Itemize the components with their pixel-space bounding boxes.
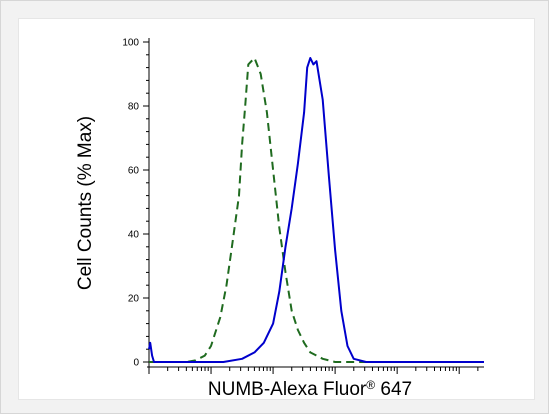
y-tick-label: 60 xyxy=(128,166,140,177)
y-tick-label: 80 xyxy=(128,102,140,113)
y-tick-label: 40 xyxy=(128,230,140,241)
y-tick-label: 100 xyxy=(122,38,139,49)
x-axis-label-sup: ® xyxy=(366,378,375,392)
x-axis-label-tail: 647 xyxy=(375,379,412,400)
series-line-dashed xyxy=(149,57,484,363)
chart-panel xyxy=(18,18,535,400)
series-group xyxy=(148,57,484,363)
x-ticks xyxy=(148,367,479,374)
series-line-solid xyxy=(148,57,484,363)
x-axis-label: NUMB-Alexa Fluor® 647 xyxy=(208,378,412,400)
x-axis-label-main: NUMB-Alexa Fluor xyxy=(208,379,367,400)
y-ticks: 0 20 40 60 80 100 xyxy=(122,38,149,369)
y-tick-label: 0 xyxy=(133,358,139,369)
axes xyxy=(147,38,484,368)
y-tick-label: 20 xyxy=(128,294,140,305)
y-axis-label: Cell Counts (% Max) xyxy=(75,116,96,290)
